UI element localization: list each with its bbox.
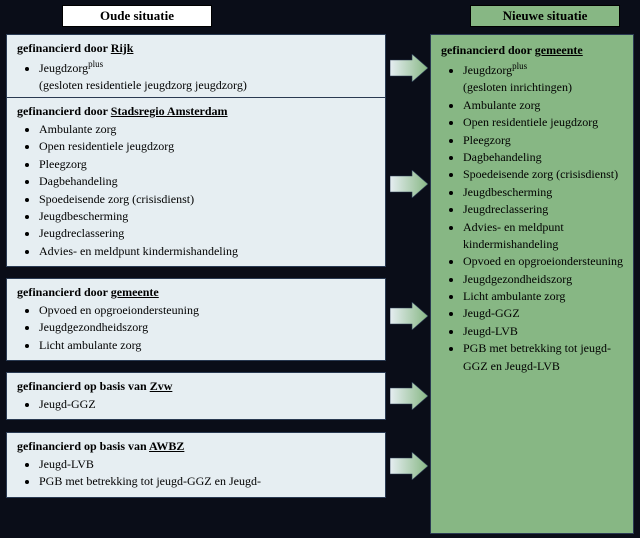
old-list: Opvoed en opgroeiondersteuningJeugdgezon…	[17, 302, 375, 354]
list-item: Spoedeisende zorg (crisisdienst)	[463, 166, 623, 183]
note-text: (gesloten inrichtingen)	[463, 79, 623, 96]
old-list: Jeugd-LVBPGB met betrekking tot jeugd-GG…	[17, 456, 375, 491]
list-item: Pleegzorg	[39, 156, 375, 173]
old-heading: gefinancierd door gemeente	[17, 285, 375, 300]
list-item: Licht ambulante zorg	[463, 288, 623, 305]
list-item: PGB met betrekking tot jeugd-GGZ en Jeug…	[39, 473, 375, 490]
new-column: gefinancierd door gemeente Jeugdzorgplus…	[430, 34, 634, 534]
header-new: Nieuwe situatie	[470, 5, 620, 27]
header-new-label: Nieuwe situatie	[503, 8, 588, 24]
old-box-3: gefinancierd op basis van Zvw Jeugd-GGZ	[6, 372, 386, 420]
list-item: Jeugdreclassering	[39, 225, 375, 242]
list-item: Jeugdgezondheidszorg	[39, 319, 375, 336]
old-box-1: gefinancierd door Stadsregio Amsterdam Am…	[6, 97, 386, 267]
list-item: PGB met betrekking tot jeugd-GGZ en Jeug…	[463, 340, 623, 375]
old-heading: gefinancierd op basis van AWBZ	[17, 439, 375, 454]
arrow-icon	[390, 382, 428, 410]
list-item: Licht ambulante zorg	[39, 337, 375, 354]
list-item: Jeugd-LVB	[463, 323, 623, 340]
list-item: Jeugdbescherming	[463, 184, 623, 201]
list-item: Jeugd-GGZ	[39, 396, 375, 413]
old-box-0: gefinancierd door Rijk Jeugdzorgplus(gesl…	[6, 34, 386, 102]
header-old-label: Oude situatie	[100, 8, 174, 24]
old-heading: gefinancierd op basis van Zvw	[17, 379, 375, 394]
list-item: Open residentiele jeugdzorg	[463, 114, 623, 131]
list-item: Jeugd-LVB	[39, 456, 375, 473]
list-item: Dagbehandeling	[463, 149, 623, 166]
list-item: Jeugdzorgplus	[39, 58, 375, 77]
diagram-root: Oude situatie Nieuwe situatie gefinancie…	[0, 0, 640, 538]
list-item: Opvoed en opgroeiondersteuning	[463, 253, 623, 270]
list-item: Jeugdbescherming	[39, 208, 375, 225]
list-item: Ambulante zorg	[39, 121, 375, 138]
list-item: Pleegzorg	[463, 132, 623, 149]
old-box-2: gefinancierd door gemeente Opvoed en opgr…	[6, 278, 386, 361]
arrow-icon	[390, 170, 428, 198]
new-heading: gefinancierd door gemeente	[441, 43, 623, 58]
list-item: Jeugdgezondheidszorg	[463, 271, 623, 288]
list-item: Dagbehandeling	[39, 173, 375, 190]
arrow-icon	[390, 54, 428, 82]
list-item: Jeugd-GGZ	[463, 305, 623, 322]
old-list: Jeugd-GGZ	[17, 396, 375, 413]
old-list: Jeugdzorgplus	[17, 58, 375, 77]
list-item: Jeugdreclassering	[463, 201, 623, 218]
old-list: Ambulante zorgOpen residentiele jeugdzor…	[17, 121, 375, 260]
list-item: Opvoed en opgroeiondersteuning	[39, 302, 375, 319]
list-item: Open residentiele jeugdzorg	[39, 138, 375, 155]
old-heading: gefinancierd door Stadsregio Amsterdam	[17, 104, 375, 119]
arrow-icon	[390, 302, 428, 330]
note-text: (gesloten residentiele jeugdzorg jeugdzo…	[17, 77, 375, 94]
old-heading: gefinancierd door Rijk	[17, 41, 375, 56]
list-item: Spoedeisende zorg (crisisdienst)	[39, 191, 375, 208]
header-old: Oude situatie	[62, 5, 212, 27]
list-item: Jeugdzorgplus(gesloten inrichtingen)	[463, 60, 623, 97]
arrow-icon	[390, 452, 428, 480]
list-item: Ambulante zorg	[463, 97, 623, 114]
list-item: Advies- en meldpunt kindermishandeling	[463, 219, 623, 254]
old-box-4: gefinancierd op basis van AWBZ Jeugd-LVBP…	[6, 432, 386, 498]
new-list: Jeugdzorgplus(gesloten inrichtingen)Ambu…	[441, 60, 623, 375]
list-item: Advies- en meldpunt kindermishandeling	[39, 243, 375, 260]
